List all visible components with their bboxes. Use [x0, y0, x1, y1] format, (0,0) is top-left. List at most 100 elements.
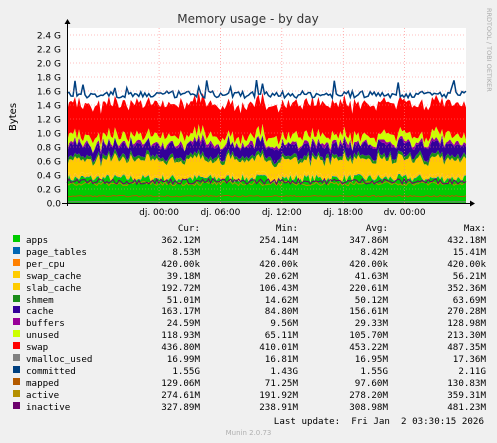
grid-lines: [67, 28, 466, 203]
y-axis-ticks: 0.0 0.2 G 0.4 G 0.6 G 0.8 G 1.0 G 1.2 G 1.4 G 1.…: [37, 32, 61, 210]
legend-swatch: [13, 377, 20, 385]
legend-avg: 1.55G: [360, 365, 388, 377]
legend-avg: 156.61M: [349, 306, 388, 318]
y-tick-label: 1.6 G: [37, 88, 61, 98]
legend-swatch: [13, 246, 20, 254]
legend-series-name: unused: [26, 330, 60, 342]
memory-chart: Memory usage - by day Bytes RRDTOOL / TO…: [8, 8, 493, 218]
legend-cur: 327.89M: [161, 401, 200, 413]
y-axis-arrow: [64, 19, 71, 24]
legend-row-page-tables: page_tables 8.53M 6.44M 8.42M 15.41M: [0, 246, 497, 259]
x-tick-label: dj. 12:00: [262, 208, 302, 218]
legend-max: 270.28M: [447, 306, 486, 318]
legend-max: 352.36M: [447, 282, 486, 294]
y-tick-label: 2.4 G: [37, 32, 61, 42]
legend-min: 71.25M: [264, 377, 298, 389]
line-inactive: [66, 177, 467, 186]
legend-max: 56.21M: [452, 270, 486, 282]
col-min: Min:: [275, 223, 298, 234]
legend-row-vmalloc-used: vmalloc_used 16.99M 16.81M 16.95M 17.36M: [0, 354, 497, 366]
legend-row-apps: apps 362.12M 254.14M 347.86M 432.18M: [0, 235, 497, 247]
legend-max: 420.00k: [447, 258, 486, 270]
legend-header: Cur: Min: Avg: Max:: [0, 223, 497, 235]
legend-cur: 39.18M: [166, 270, 200, 282]
legend-swatch: [13, 330, 20, 338]
legend-cur: 118.93M: [161, 330, 200, 342]
legend-cur: 436.80M: [161, 342, 200, 354]
legend-avg: 278.20M: [349, 389, 388, 401]
series-lines: [66, 79, 467, 203]
legend-avg: 41.63M: [354, 270, 388, 282]
legend-avg: 220.61M: [349, 282, 388, 294]
legend-row-inactive: inactive 327.89M 238.91M 308.98M 481.23M: [0, 401, 497, 414]
legend-row-slab-cache: slab_cache 192.72M 106.43M 220.61M 352.36M: [0, 282, 497, 295]
area-cache: [67, 135, 466, 165]
legend-swatch: [13, 270, 20, 278]
col-avg: Avg:: [365, 223, 388, 234]
legend-swatch: [13, 235, 20, 242]
legend-avg: 50.12M: [354, 294, 388, 306]
legend-min: 6.44M: [270, 246, 298, 258]
y-tick-label: 0.2 G: [37, 186, 61, 196]
rrdtool-watermark: RRDTOOL / TOBI OETIKER: [485, 8, 493, 92]
y-axis-label: Bytes: [8, 103, 19, 131]
legend-series-name: swap_cache: [26, 270, 82, 282]
x-axis-arrow: [470, 200, 475, 207]
legend-max: 63.69M: [452, 294, 486, 306]
y-tick-label: 1.4 G: [37, 102, 61, 112]
legend-row-cache: cache 163.17M 84.80M 156.61M 270.28M: [0, 306, 497, 318]
legend-min: 420.00k: [259, 258, 298, 270]
legend-row-swap-cache: swap_cache 39.18M 20.62M 41.63M 56.21M: [0, 270, 497, 283]
legend-min: 191.92M: [259, 389, 298, 401]
legend-swatch: [13, 365, 20, 373]
legend-max: 213.30M: [447, 330, 486, 342]
legend-series-name: buffers: [26, 318, 65, 330]
legend-min: 238.91M: [259, 401, 298, 413]
y-tick-label: 1.0 G: [37, 130, 61, 140]
legend-max: 130.83M: [447, 377, 486, 389]
legend-avg: 97.60M: [354, 377, 388, 389]
legend-min: 254.14M: [259, 235, 298, 246]
legend-series-name: active: [26, 389, 60, 401]
legend-max: 15.41M: [452, 246, 486, 258]
legend-max: 128.98M: [447, 318, 486, 330]
legend-cur: 420.00k: [161, 258, 200, 270]
col-cur: Cur:: [177, 223, 200, 234]
legend-min: 106.43M: [259, 282, 298, 294]
legend-min: 65.11M: [264, 330, 298, 342]
area-shmem: [67, 148, 466, 168]
area-unused: [67, 123, 466, 153]
legend-series-name: page_tables: [26, 246, 87, 258]
legend-series-name: swap: [26, 342, 49, 354]
y-tick-label: 2.2 G: [37, 46, 61, 56]
legend-cur: 362.12M: [161, 235, 200, 246]
legend-min: 1.43G: [270, 365, 298, 377]
legend-series-name: mapped: [26, 377, 60, 389]
y-tick-label: 2.0 G: [37, 60, 61, 70]
legend-min: 20.62M: [264, 270, 298, 282]
x-axis-ticks: dj. 00:00 dj. 06:00 dj. 12:00 dj. 18:00 dv. …: [139, 208, 426, 218]
y-tick-label: 0.4 G: [37, 172, 61, 182]
legend-max: 359.31M: [447, 389, 486, 401]
legend-max: 432.18M: [447, 235, 486, 246]
legend-swatch: [13, 354, 20, 361]
legend-series-name: apps: [26, 235, 49, 246]
y-tick-label: 0.8 G: [37, 144, 61, 154]
legend-min: 16.81M: [264, 354, 298, 365]
legend-min: 9.56M: [270, 318, 298, 330]
last-update: Last update: Fri Jan 2 03:30:15 2026: [273, 416, 484, 427]
line-committed: [66, 79, 467, 101]
area-page-tables: [67, 173, 466, 183]
legend-swatch: [13, 282, 20, 290]
legend-series-name: cache: [26, 306, 54, 318]
line-mapped: [66, 194, 467, 198]
legend-swatch: [13, 294, 20, 302]
legend-row-buffers: buffers 24.59M 9.56M 29.33M 128.98M: [0, 318, 497, 330]
area-swap: [67, 91, 466, 146]
x-tick-label: dj. 00:00: [139, 208, 179, 218]
legend-series-name: shmem: [26, 294, 54, 306]
legend-row-swap: swap 436.80M 410.01M 453.22M 487.35M: [0, 342, 497, 354]
y-tick-label: 0.6 G: [37, 158, 61, 168]
legend-swatch: [13, 401, 20, 409]
legend-avg: 16.95M: [354, 354, 388, 365]
